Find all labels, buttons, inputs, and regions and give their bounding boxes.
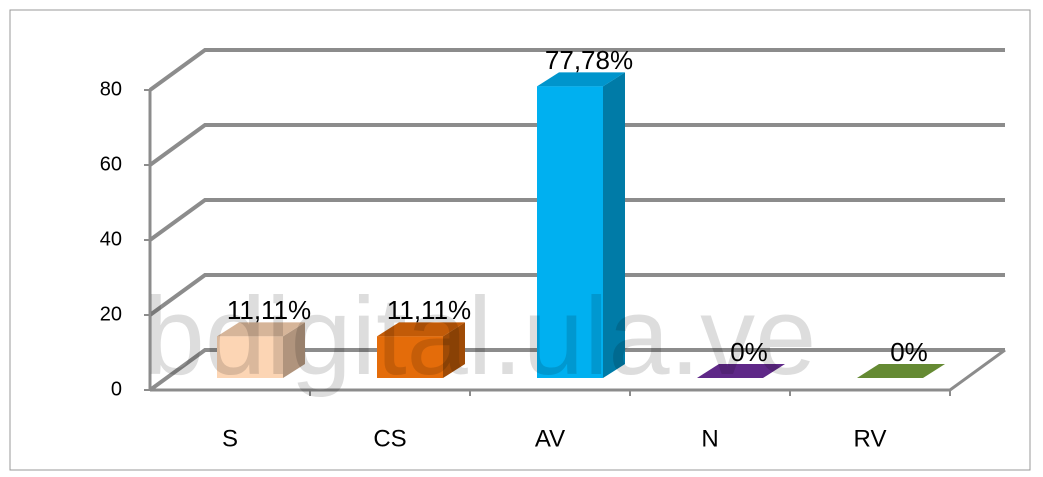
bar-top: [857, 364, 945, 378]
bar: [377, 322, 465, 378]
bar-front: [377, 336, 443, 378]
grid-line: [148, 348, 1005, 392]
bar-side: [283, 322, 305, 378]
x-tick-label: AV: [535, 425, 565, 452]
watermark: bdigital.ula.ve: [144, 275, 817, 398]
bar-top-shade: [537, 72, 625, 87]
bar-side-shade: [443, 322, 465, 378]
y-tick-label: 60: [100, 153, 122, 175]
y-tick-label: 20: [100, 303, 122, 325]
bar-top-shade: [697, 364, 785, 378]
bar: [697, 364, 785, 378]
bar-side: [603, 72, 625, 378]
value-label: 11,11%: [227, 295, 311, 325]
grid-line: [148, 273, 1005, 317]
bar-top: [697, 364, 785, 378]
x-tick-label: N: [701, 425, 718, 452]
x-tick-label: RV: [854, 425, 887, 452]
bar-side: [443, 322, 465, 378]
bar-side-shade: [283, 322, 305, 378]
grid-line: [148, 123, 1005, 167]
x-tick-label: S: [222, 425, 238, 452]
value-label: 0%: [730, 337, 768, 367]
value-label: 11,11%: [387, 295, 471, 325]
y-tick-label: 0: [111, 378, 122, 400]
y-tick-label: 40: [100, 228, 122, 250]
bar-side-shade: [603, 72, 625, 378]
grid-line: [148, 48, 1005, 92]
bar-top-shade: [377, 322, 465, 337]
bar-top-shade: [857, 364, 945, 378]
bar-top-shade: [217, 322, 305, 337]
y-tick-label: 80: [100, 78, 122, 100]
bar: [217, 322, 305, 378]
bar: [857, 364, 945, 378]
chart-frame: [9, 9, 1031, 471]
value-label: 0%: [890, 337, 928, 367]
grid-line: [148, 198, 1005, 242]
value-label: 77,78%: [545, 45, 633, 75]
bar-top: [537, 72, 625, 87]
x-tick-label: CS: [373, 425, 406, 452]
bar: [537, 72, 625, 378]
bar-front: [217, 336, 283, 378]
bar-front: [537, 86, 603, 378]
bar-top: [377, 322, 465, 337]
bar-top: [217, 322, 305, 337]
